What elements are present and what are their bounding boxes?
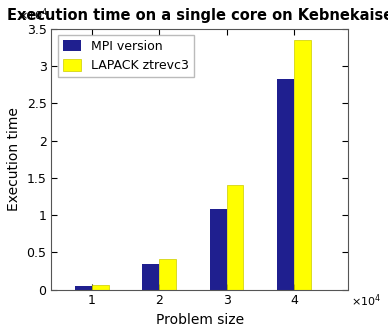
Legend: MPI version, LAPACK ztrevc3: MPI version, LAPACK ztrevc3 bbox=[57, 35, 194, 77]
Bar bbox=[142, 264, 159, 290]
Bar bbox=[92, 285, 109, 290]
Text: $\times10^4$: $\times10^4$ bbox=[351, 292, 381, 309]
Bar bbox=[277, 79, 294, 290]
X-axis label: Problem size: Problem size bbox=[156, 313, 244, 327]
Bar bbox=[227, 185, 243, 290]
Bar bbox=[75, 286, 92, 290]
Text: $\times10^4$: $\times10^4$ bbox=[18, 7, 48, 23]
Bar bbox=[294, 40, 311, 290]
Bar bbox=[210, 209, 227, 290]
Y-axis label: Execution time: Execution time bbox=[7, 107, 21, 211]
Title: Execution time on a single core on Kebnekaise: Execution time on a single core on Kebne… bbox=[7, 8, 388, 23]
Bar bbox=[159, 259, 176, 290]
